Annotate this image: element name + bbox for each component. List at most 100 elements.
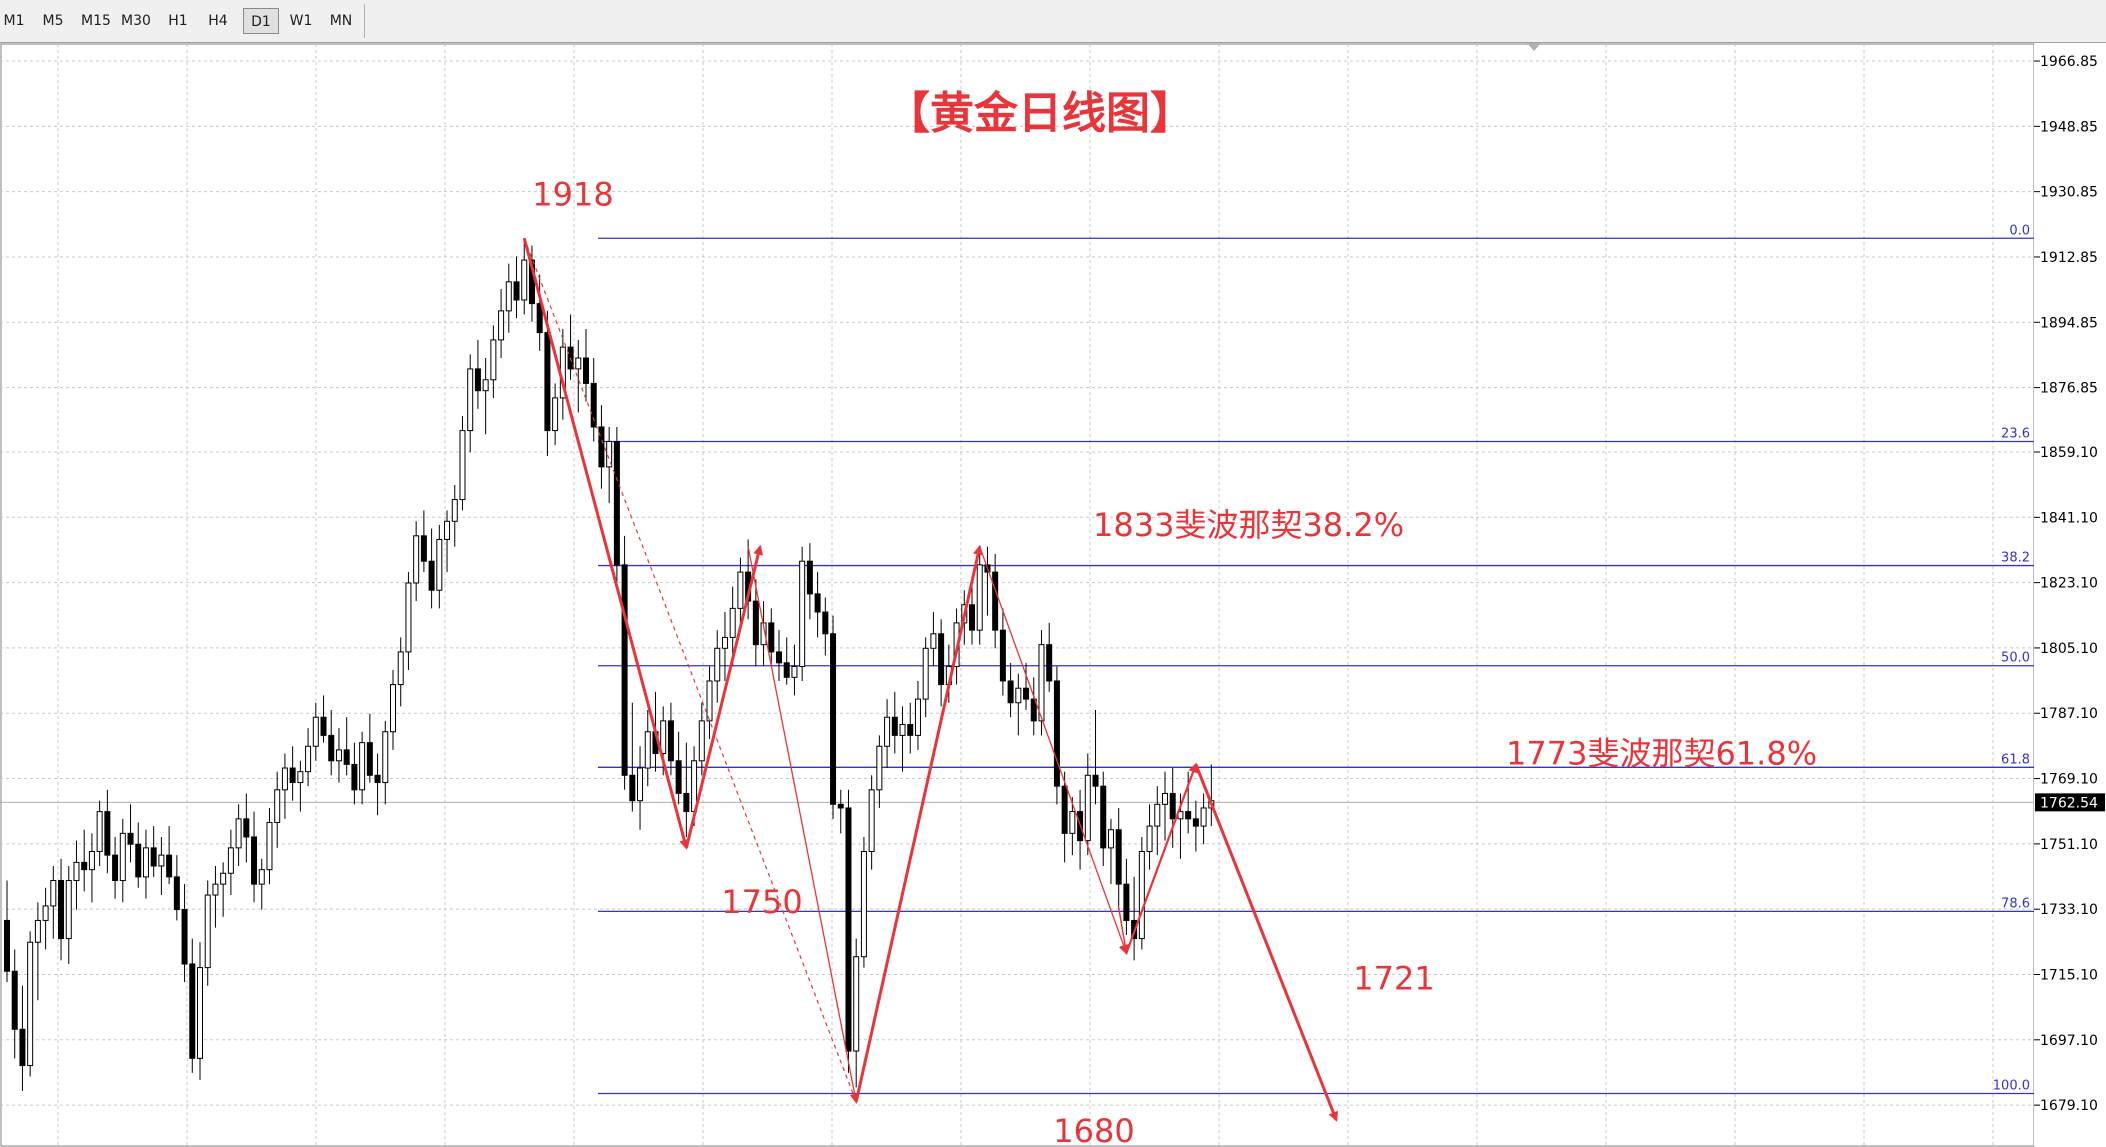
candle-body-up xyxy=(521,259,528,301)
candle-body-up xyxy=(1084,774,1091,842)
timeframe-d1-button[interactable]: D1 xyxy=(243,8,279,34)
annotation-arrows[interactable] xyxy=(522,237,1339,1122)
candle-body-up xyxy=(197,967,203,1059)
trend-arrow[interactable] xyxy=(747,546,860,1104)
fib-level-label: 0.0 xyxy=(2009,223,2030,238)
trend-arrow[interactable] xyxy=(854,544,983,1103)
timeframe-m5-button[interactable]: M5 xyxy=(42,13,64,29)
fibonacci-retracement[interactable]: 0.0 23.6 38.2 50.0 61.8 78.6 100.0 xyxy=(598,223,2034,1095)
candle xyxy=(459,416,466,511)
candle xyxy=(999,608,1006,696)
candle xyxy=(274,771,281,848)
timeframe-w1-button[interactable]: W1 xyxy=(289,13,313,29)
axis-tick-label: 1930.85 xyxy=(2040,185,2098,201)
timeframe-h1-button[interactable]: H1 xyxy=(168,13,188,29)
axis-tick-label: 1679.10 xyxy=(2040,1098,2098,1114)
candle-body-up xyxy=(505,281,512,312)
candle-body-down xyxy=(420,535,427,562)
trend-arrow[interactable] xyxy=(979,546,1129,955)
candle xyxy=(189,938,196,1073)
candle-body-down xyxy=(845,807,852,1052)
candle-body-down xyxy=(150,847,157,867)
candle-body-up xyxy=(390,684,396,733)
candle-body-down xyxy=(675,760,682,794)
candle-body-down xyxy=(428,560,435,591)
candle xyxy=(320,695,327,743)
candle xyxy=(667,702,674,776)
candle-body-up xyxy=(1069,811,1076,834)
trend-arrow[interactable] xyxy=(1194,763,1339,1122)
candle xyxy=(243,793,250,863)
candle-body-up xyxy=(729,607,736,638)
candle xyxy=(907,702,914,754)
candle xyxy=(1100,771,1107,867)
timeframe-m15-button[interactable]: M15 xyxy=(81,13,111,29)
timeframe-mn-button[interactable]: MN xyxy=(329,13,353,29)
candle-body-up xyxy=(50,880,57,907)
chart-shift-marker-icon[interactable] xyxy=(1527,43,1541,51)
axis-tick-label: 1769.10 xyxy=(2040,772,2098,788)
candle-body-up xyxy=(1146,825,1153,852)
candle xyxy=(50,866,57,939)
candle xyxy=(613,426,620,587)
candle-body-up xyxy=(1162,792,1168,805)
candle-body-down xyxy=(1030,698,1037,722)
candle xyxy=(328,709,335,776)
candle-body-down xyxy=(104,811,111,856)
trend-arrow[interactable] xyxy=(522,237,690,850)
price-chart[interactable]: 0.0 23.6 38.2 50.0 61.8 78.6 100.0 1966.85 1948… xyxy=(0,42,2106,1147)
candle-body-down xyxy=(583,357,589,384)
annotation-label: 1680 xyxy=(1053,1112,1134,1147)
candle-body-up xyxy=(976,564,983,631)
plot-area xyxy=(0,43,2035,1147)
candle-body-down xyxy=(683,792,690,813)
candle-body-up xyxy=(698,720,705,762)
axis-tick-label: 1966.85 xyxy=(2040,54,2098,70)
candle-body-up xyxy=(65,880,72,940)
candle xyxy=(1023,662,1030,710)
candle-body-up xyxy=(1200,807,1207,827)
timeframe-m1-button[interactable]: M1 xyxy=(3,13,25,29)
candle-body-down xyxy=(1061,785,1068,834)
candle-body-up xyxy=(922,647,929,700)
candle xyxy=(799,546,806,681)
candle xyxy=(65,866,72,964)
candle-body-down xyxy=(536,303,543,334)
candle xyxy=(783,637,790,685)
candle-body-down xyxy=(590,382,597,428)
fib-level-label: 78.6 xyxy=(2001,896,2030,911)
trend-arrow[interactable] xyxy=(1117,905,1130,956)
candle xyxy=(899,706,906,772)
candle-body-up xyxy=(853,956,860,1052)
candle xyxy=(351,742,358,805)
timeframe-m30-button[interactable]: M30 xyxy=(121,13,151,29)
trend-arrow[interactable] xyxy=(1125,762,1198,954)
trend-arrow[interactable] xyxy=(684,544,764,849)
candle-body-up xyxy=(413,535,420,584)
candle xyxy=(251,811,258,903)
candle-body-down xyxy=(474,368,481,392)
candle xyxy=(629,702,636,812)
candle-body-down xyxy=(166,854,173,878)
candle xyxy=(420,510,427,573)
candle xyxy=(683,742,690,837)
candle xyxy=(220,862,227,917)
timeframe-h4-button[interactable]: H4 xyxy=(208,13,228,29)
candle xyxy=(436,524,443,609)
candle-body-down xyxy=(752,600,759,646)
candle xyxy=(150,826,157,877)
candle xyxy=(876,735,883,808)
candle-body-up xyxy=(606,440,613,468)
candle xyxy=(204,880,211,986)
candle-body-down xyxy=(1023,687,1030,700)
candle-body-up xyxy=(1154,803,1161,827)
candle xyxy=(227,829,234,896)
candle xyxy=(721,612,728,681)
candle xyxy=(42,887,49,950)
candle-body-down xyxy=(19,1028,26,1067)
candle-body-up xyxy=(1015,687,1022,704)
fib-anchor-line[interactable] xyxy=(523,238,857,1103)
annotation-label: 1833斐波那契38.2% xyxy=(1093,506,1404,544)
candle-body-down xyxy=(1169,792,1176,820)
candle xyxy=(992,553,999,649)
